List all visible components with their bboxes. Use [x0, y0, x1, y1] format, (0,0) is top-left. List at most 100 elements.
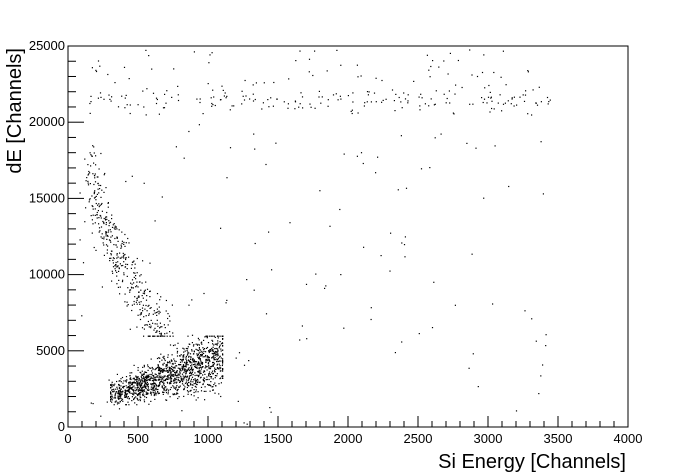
- data-point: [134, 296, 136, 298]
- data-point: [125, 404, 127, 406]
- data-point: [101, 189, 103, 191]
- data-point: [195, 381, 197, 383]
- data-point: [155, 392, 157, 394]
- data-point: [125, 94, 127, 96]
- data-point: [158, 372, 160, 374]
- data-point: [150, 307, 152, 309]
- data-point: [97, 182, 99, 184]
- data-point: [373, 92, 376, 94]
- data-point: [142, 394, 144, 397]
- data-point: [98, 168, 100, 170]
- data-point: [110, 398, 112, 400]
- data-point: [195, 366, 197, 368]
- data-point: [118, 267, 120, 269]
- data-point: [198, 367, 200, 369]
- data-point: [167, 376, 169, 378]
- data-point: [114, 393, 116, 395]
- data-point: [428, 105, 430, 107]
- data-point: [132, 389, 134, 391]
- data-point: [121, 242, 123, 245]
- data-point: [222, 344, 224, 347]
- data-point: [407, 102, 409, 104]
- data-point: [139, 314, 141, 316]
- data-point: [200, 355, 202, 357]
- data-point: [214, 336, 216, 338]
- data-point: [181, 410, 183, 412]
- data-point: [111, 385, 113, 387]
- data-point: [163, 379, 165, 381]
- data-point: [136, 285, 138, 287]
- data-point: [174, 378, 176, 380]
- data-point: [131, 387, 133, 389]
- data-point: [138, 393, 141, 395]
- data-point: [315, 273, 317, 275]
- data-point: [395, 93, 397, 95]
- data-point: [136, 297, 138, 299]
- data-point: [192, 384, 194, 386]
- data-point: [156, 98, 158, 101]
- data-point: [431, 327, 434, 329]
- data-point: [147, 383, 149, 385]
- data-point: [148, 367, 151, 369]
- data-point: [193, 359, 195, 361]
- data-point: [210, 385, 212, 387]
- data-point: [119, 257, 121, 259]
- data-point: [190, 372, 193, 374]
- data-point: [124, 393, 126, 395]
- data-point: [167, 371, 169, 373]
- data-point: [130, 392, 132, 394]
- data-point: [112, 266, 115, 268]
- data-point: [482, 101, 484, 104]
- data-point: [445, 102, 447, 104]
- data-point: [207, 342, 210, 344]
- data-point: [190, 383, 192, 385]
- data-point: [171, 304, 173, 306]
- data-point: [143, 389, 145, 391]
- data-point: [181, 359, 183, 361]
- data-point: [123, 241, 125, 243]
- data-point: [93, 162, 95, 164]
- data-point: [152, 377, 154, 379]
- data-point: [407, 94, 409, 96]
- data-point: [141, 390, 143, 392]
- data-point: [151, 379, 153, 382]
- data-point: [163, 107, 166, 109]
- data-point: [131, 309, 133, 312]
- data-point: [212, 353, 214, 355]
- data-point: [119, 263, 121, 265]
- data-point: [144, 380, 146, 382]
- data-point: [147, 392, 149, 394]
- data-point: [180, 370, 182, 372]
- data-point: [94, 208, 96, 210]
- data-point: [96, 211, 98, 214]
- data-point: [88, 201, 90, 203]
- data-point: [206, 337, 208, 339]
- data-point: [201, 363, 203, 365]
- data-point: [173, 386, 175, 388]
- data-point: [197, 378, 199, 381]
- data-point: [426, 54, 428, 56]
- data-point: [177, 342, 179, 344]
- data-point: [157, 393, 159, 395]
- data-point: [155, 376, 157, 378]
- data-point: [172, 332, 174, 334]
- data-point: [170, 373, 172, 375]
- y-tick-label: 20000: [29, 114, 65, 129]
- data-point: [185, 355, 187, 357]
- data-point: [99, 204, 101, 207]
- data-point: [174, 362, 176, 364]
- data-point: [215, 351, 217, 353]
- data-point: [137, 393, 140, 395]
- data-point: [272, 105, 274, 107]
- data-point: [142, 304, 144, 306]
- data-point: [217, 349, 219, 351]
- data-point: [127, 386, 129, 388]
- data-point: [140, 386, 142, 388]
- data-point: [158, 376, 160, 378]
- data-point: [120, 394, 122, 397]
- data-point: [109, 257, 111, 259]
- data-point: [198, 352, 200, 354]
- data-point: [116, 283, 118, 285]
- data-point: [203, 390, 205, 392]
- data-point: [154, 382, 156, 384]
